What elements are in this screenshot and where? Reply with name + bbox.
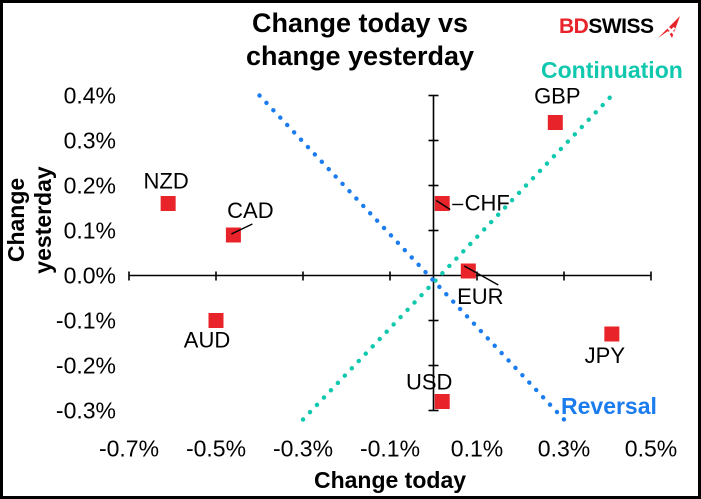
data-point-label-CHF: CHF [465, 191, 510, 216]
y-tick-label: 0.4% [64, 83, 116, 109]
logo-arrow-icon [657, 16, 680, 38]
chart-title-line1: Change today vs [251, 8, 469, 38]
data-point-CAD [225, 227, 241, 243]
y-tick-label: -0.2% [56, 353, 116, 379]
logo-text-bd: BD [559, 15, 589, 38]
leader-line-EUR [463, 265, 499, 286]
data-point-label-USD: USD [406, 370, 452, 395]
y-tick-label: -0.3% [56, 398, 116, 424]
continuation-label: Continuation [541, 57, 683, 83]
chart-title-line2: change yesterday [245, 41, 475, 71]
x-tick-label: 0.3% [538, 436, 590, 462]
x-tick-label: 0.1% [451, 436, 503, 462]
data-point-label-AUD: AUD [184, 328, 230, 353]
y-tick-label: 0.0% [64, 263, 116, 289]
y-tick-label: 0.3% [64, 128, 116, 154]
reversal-label: Reversal [561, 393, 657, 419]
bdswiss-logo: BD SWISS [559, 14, 682, 40]
data-point-AUD [208, 313, 224, 328]
scatter-plot: -0.7% -0.5% -0.3% -0.1% 0.1% 0.3% 0.5% 0.4% 0.3%… [56, 83, 677, 462]
chart-title: Change today vs change yesterday [140, 7, 580, 73]
leader-line-CHF [435, 199, 451, 211]
y-tick-label: 0.1% [64, 218, 116, 244]
x-tick-label: -0.5% [186, 436, 246, 462]
x-tick-label: -0.1% [360, 436, 420, 462]
y-tick-label: -0.1% [56, 308, 116, 334]
y-tick-label: 0.2% [64, 173, 116, 199]
trend-line-continuation [300, 93, 615, 422]
x-tick-label: -0.7% [99, 436, 159, 462]
data-point-label-NZD: NZD [144, 169, 189, 194]
data-point-label-JPY: JPY [585, 343, 626, 368]
logo-text-swiss: SWISS [588, 15, 654, 38]
data-point-label-CAD: CAD [227, 198, 273, 223]
data-point-CHF [434, 196, 450, 211]
trend-line-reversal [257, 93, 567, 422]
data-point-NZD [160, 196, 176, 211]
x-tick-label: 0.5% [625, 436, 677, 462]
data-point-EUR [460, 263, 476, 279]
data-point-label-GBP: GBP [534, 84, 580, 109]
data-point-JPY [604, 326, 620, 342]
data-point-label-EUR: EUR [457, 284, 503, 309]
data-point-USD [434, 394, 450, 409]
data-point-GBP [547, 115, 563, 130]
leader-line-CAD [231, 223, 253, 235]
x-axis-title: Change today [313, 467, 467, 493]
x-tick-label: -0.3% [273, 436, 333, 462]
